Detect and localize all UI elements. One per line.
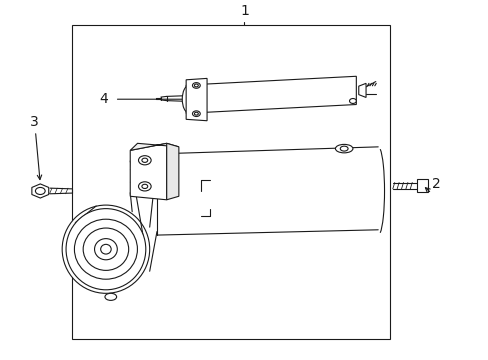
Polygon shape <box>416 179 427 192</box>
Ellipse shape <box>192 111 200 117</box>
Polygon shape <box>130 143 166 200</box>
Ellipse shape <box>182 86 195 113</box>
Ellipse shape <box>142 158 147 162</box>
Ellipse shape <box>335 144 352 153</box>
Ellipse shape <box>35 188 45 194</box>
Ellipse shape <box>105 293 116 300</box>
Polygon shape <box>186 76 356 113</box>
Polygon shape <box>166 143 179 200</box>
Ellipse shape <box>349 99 356 103</box>
Ellipse shape <box>142 184 147 189</box>
Ellipse shape <box>66 208 145 290</box>
Ellipse shape <box>62 205 149 293</box>
Polygon shape <box>186 78 206 121</box>
Text: 2: 2 <box>431 177 440 191</box>
Polygon shape <box>32 184 49 198</box>
Ellipse shape <box>138 182 151 191</box>
Ellipse shape <box>194 112 198 115</box>
Polygon shape <box>358 83 366 98</box>
Bar <box>72 25 389 339</box>
Polygon shape <box>130 143 179 150</box>
Ellipse shape <box>83 228 128 270</box>
Ellipse shape <box>101 244 111 254</box>
Ellipse shape <box>94 239 117 260</box>
Ellipse shape <box>138 156 151 165</box>
Ellipse shape <box>194 84 198 87</box>
Text: 4: 4 <box>100 92 108 106</box>
Ellipse shape <box>340 146 347 151</box>
Text: 1: 1 <box>240 4 248 18</box>
Ellipse shape <box>192 83 200 88</box>
Ellipse shape <box>74 219 137 279</box>
Text: 3: 3 <box>30 115 39 129</box>
